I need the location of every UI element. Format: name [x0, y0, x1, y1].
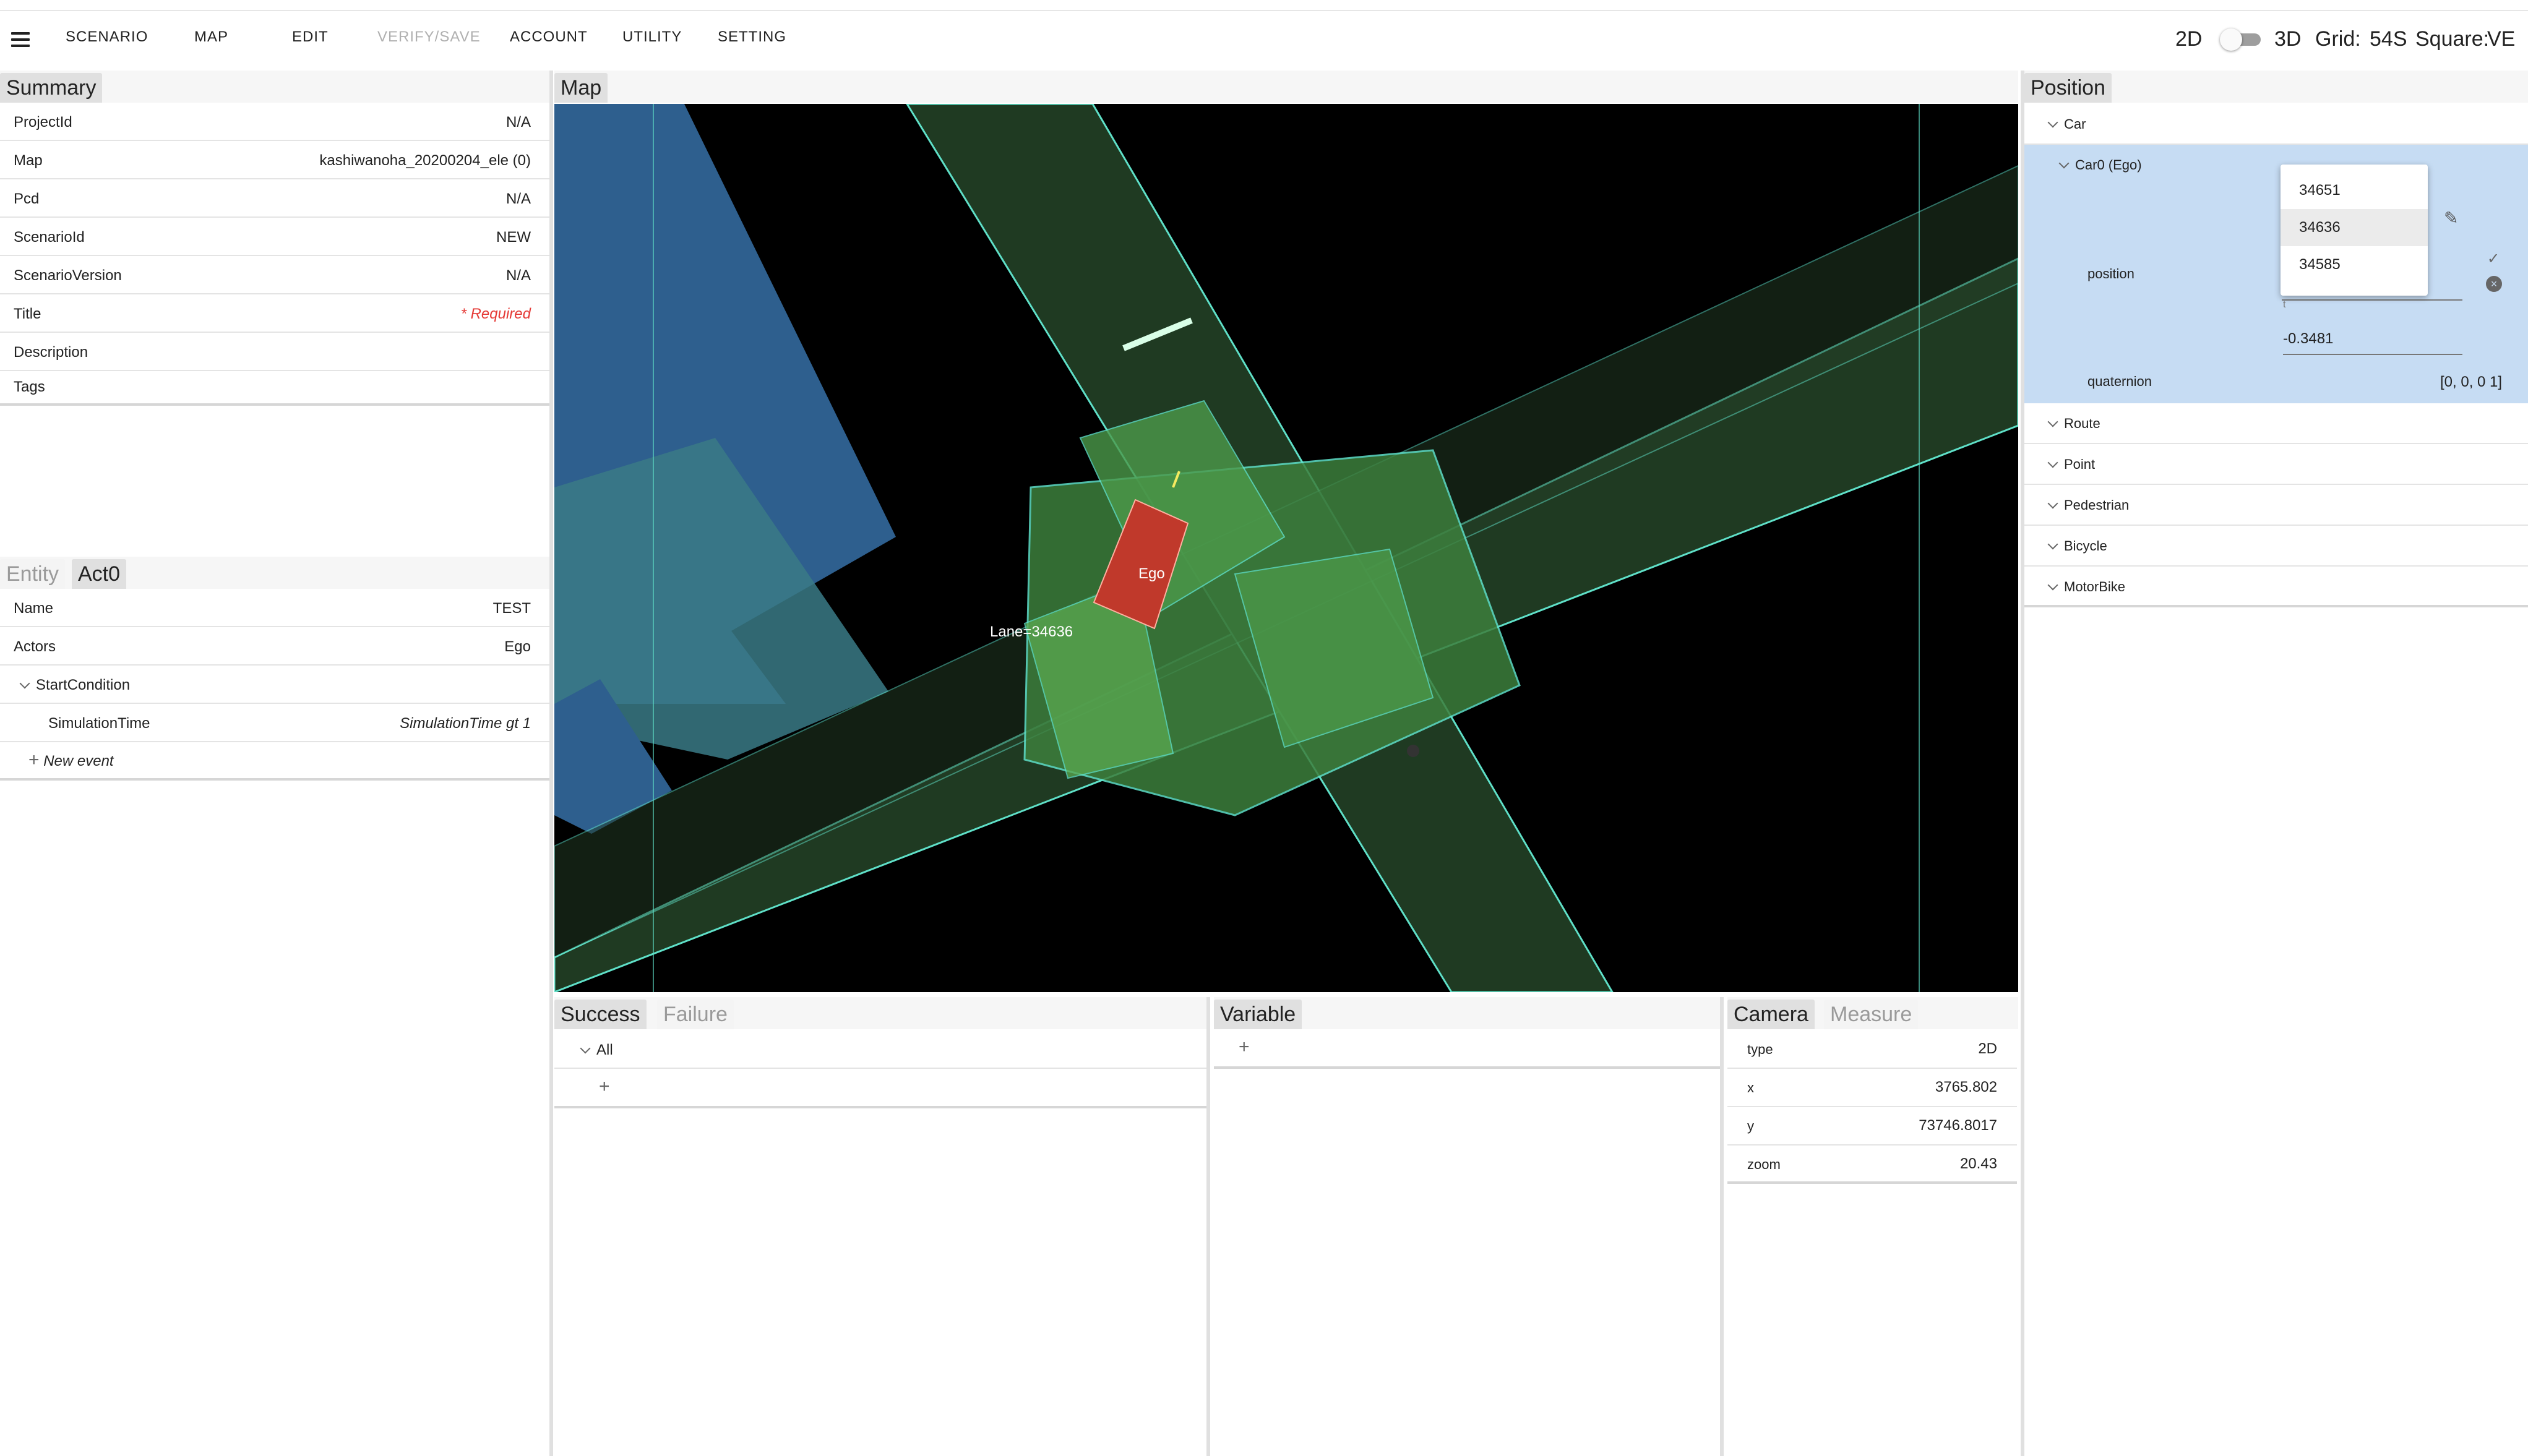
dropdown-option[interactable]: 34585 [2299, 256, 2341, 273]
edit-icon[interactable]: ✎ [2444, 208, 2459, 228]
plus-icon: + [28, 750, 40, 770]
top-divider [0, 10, 2528, 11]
ego-label: Ego [1138, 565, 1165, 582]
dropdown-option[interactable]: 34651 [2299, 182, 2341, 199]
cancel-icon[interactable]: × [2486, 276, 2502, 292]
tab-act0[interactable]: Act0 [72, 559, 127, 589]
tab-entity[interactable]: Entity [0, 559, 66, 589]
chevron-down-icon [2058, 158, 2070, 169]
nav-setting[interactable]: SETTING [718, 28, 787, 45]
position-label: position [2087, 266, 2135, 281]
left-panel-divider [549, 71, 553, 1456]
tab-variable[interactable]: Variable [1214, 1000, 1302, 1029]
tab-summary[interactable]: Summary [0, 73, 103, 103]
field-sublabel: t [2283, 299, 2286, 310]
summary-panel: Summary ProjectId N/A Map kashiwanoha_2020… [0, 71, 552, 549]
map-canvas[interactable]: Ego Lane=34636 [554, 104, 2018, 992]
all-row[interactable]: All [554, 1030, 1206, 1069]
summary-row: ScenarioId NEW [0, 218, 552, 256]
check-icon[interactable]: ✓ [2487, 251, 2500, 267]
pedestrian-group-row[interactable]: Pedestrian [2024, 485, 2528, 526]
quaternion-value: [0, 0, 0 1] [2440, 374, 2503, 390]
dropdown-option[interactable]: 34636 [2281, 209, 2428, 246]
summary-row: ScenarioVersion N/A [0, 256, 552, 294]
nav-map[interactable]: MAP [194, 28, 229, 45]
nav-verify-save: VERIFY/SAVE [377, 28, 481, 45]
car0-selected-area [2024, 145, 2528, 403]
square-label: Square: [2415, 27, 2490, 51]
description-field[interactable]: Description [0, 333, 552, 371]
grid-label: Grid: [2315, 27, 2361, 51]
nav-scenario[interactable]: SCENARIO [66, 28, 148, 45]
variable-panel: Variable + [1214, 997, 1724, 1456]
route-group-row[interactable]: Route [2024, 403, 2528, 444]
t-value-input[interactable]: -0.3481 [2283, 330, 2462, 355]
plus-icon[interactable]: + [1239, 1037, 1250, 1057]
new-event-row[interactable]: + New event [0, 742, 552, 781]
camera-zoom-row: zoom 20.43 [1727, 1146, 2017, 1184]
camera-panel: Camera Measure [1727, 997, 2018, 1456]
tab-position[interactable]: Position [2024, 73, 2112, 103]
mode-3d-label: 3D [2274, 27, 2302, 51]
lane-dropdown-menu: 34651 34636 34585 [2281, 165, 2428, 296]
crosswalk [1122, 317, 1193, 351]
summary-row: ProjectId N/A [0, 103, 552, 141]
nav-utility[interactable]: UTILITY [622, 28, 682, 45]
plus-icon[interactable]: + [599, 1076, 610, 1097]
quaternion-label: quaternion [2087, 374, 2152, 389]
start-condition-row[interactable]: StartCondition [0, 666, 552, 704]
bicycle-group-row[interactable]: Bicycle [2024, 526, 2528, 567]
ego-vehicle[interactable] [1093, 499, 1189, 630]
map-drawing [554, 104, 2018, 992]
car0-item[interactable]: Car0 (Ego) [2058, 157, 2142, 173]
ego-heading-marker [1172, 471, 1180, 488]
nav-edit[interactable]: EDIT [292, 28, 329, 45]
add-variable-row[interactable]: + [1214, 1030, 1720, 1069]
map-point[interactable] [1407, 745, 1419, 757]
lane-label: Lane=34636 [990, 623, 1073, 640]
tab-camera[interactable]: Camera [1727, 1000, 1815, 1029]
simulation-time-row[interactable]: SimulationTime SimulationTime gt 1 [0, 704, 552, 742]
summary-row[interactable]: Map kashiwanoha_20200204_ele (0) [0, 141, 552, 179]
building-area [554, 679, 672, 834]
top-toolbar: SCENARIO MAP EDIT VERIFY/SAVE ACCOUNT UT… [0, 0, 2528, 69]
building-area [554, 438, 888, 760]
tab-success[interactable]: Success [554, 1000, 647, 1029]
act-name-row[interactable]: Name TEST [0, 589, 552, 627]
motorbike-group-row[interactable]: MotorBike [2024, 567, 2528, 607]
act-actors-row[interactable]: Actors Ego [0, 627, 552, 666]
camera-type-row: type 2D [1727, 1030, 2017, 1069]
intersection-lane [1234, 548, 1434, 748]
success-panel: Success Failure All + [554, 997, 1210, 1456]
hamburger-menu-icon[interactable] [11, 32, 30, 47]
tags-field[interactable]: Tags [0, 367, 552, 406]
act-panel: Entity Act0 Name TEST Actors Ego StartCond… [0, 557, 552, 1456]
nav-account[interactable]: ACCOUNT [510, 28, 588, 45]
chevron-down-icon [19, 678, 30, 689]
chevron-down-icon [2047, 117, 2058, 128]
tab-map[interactable]: Map [554, 73, 608, 103]
dimension-toggle[interactable] [2220, 28, 2264, 51]
tab-failure[interactable]: Failure [657, 1000, 734, 1029]
car-group-row[interactable]: Car [2024, 104, 2528, 145]
mode-2d-label: 2D [2175, 27, 2203, 51]
square-value: VE [2487, 27, 2516, 51]
add-success-row[interactable]: + [554, 1070, 1206, 1108]
camera-x-row: x 3765.802 [1727, 1069, 2017, 1107]
tab-measure[interactable]: Measure [1824, 1000, 1919, 1029]
point-group-row[interactable]: Point [2024, 444, 2528, 485]
summary-row: Pcd N/A [0, 179, 552, 218]
title-field[interactable]: Title * Required [0, 294, 552, 333]
grid-value: 54S [2370, 27, 2407, 51]
camera-y-row: y 73746.8017 [1727, 1107, 2017, 1146]
field-underline [2282, 299, 2462, 301]
